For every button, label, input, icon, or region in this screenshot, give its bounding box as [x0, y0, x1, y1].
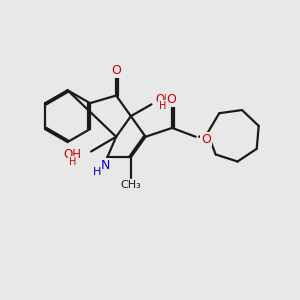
Text: H: H	[93, 167, 101, 177]
Text: H: H	[159, 101, 166, 111]
Text: H: H	[69, 157, 76, 167]
Text: O: O	[167, 93, 176, 106]
Text: O: O	[111, 64, 121, 77]
Text: N: N	[101, 159, 110, 172]
Text: CH₃: CH₃	[121, 180, 141, 190]
Text: O: O	[201, 133, 211, 146]
Text: OH: OH	[155, 93, 173, 106]
Text: OH: OH	[64, 148, 82, 161]
